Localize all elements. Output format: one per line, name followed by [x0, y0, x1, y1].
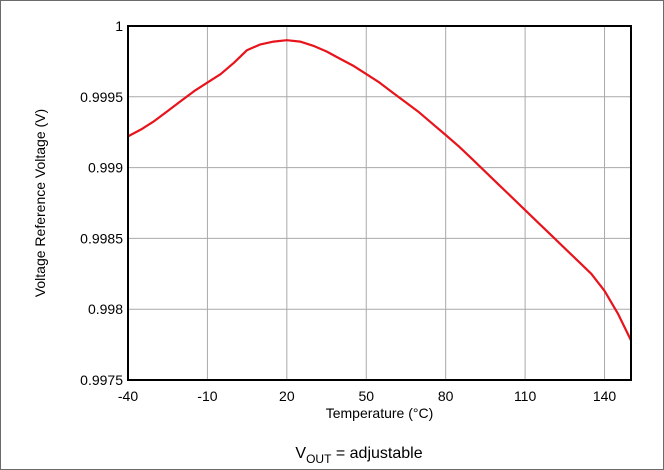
y-tick-label: 0.9985: [80, 230, 123, 246]
x-axis-title: Temperature (°C): [326, 405, 434, 421]
x-tick-label: 80: [438, 388, 454, 404]
series-layer: [127, 39, 632, 341]
x-tick-label: 50: [358, 388, 374, 404]
grid-layer: [127, 25, 631, 381]
plot-frame: [127, 25, 632, 381]
caption-rest: = adjustable: [331, 445, 422, 462]
series-line: [127, 39, 632, 341]
x-tick-label: 110: [514, 388, 537, 404]
chart-caption: VOUT = adjustable: [295, 445, 422, 466]
y-tick-label: 0.999: [88, 160, 123, 176]
y-tick-label: 0.998: [88, 301, 123, 317]
x-tick-label: -10: [197, 388, 217, 404]
y-tick-labels: 0.9975 0.998 0.9985 0.999 0.9995 1: [80, 18, 123, 388]
caption-subscript: OUT: [306, 452, 332, 466]
x-tick-label: 20: [279, 388, 295, 404]
x-tick-label: -40: [118, 388, 138, 404]
y-tick-label: 0.9975: [80, 372, 123, 388]
x-tick-label: 140: [593, 388, 617, 404]
y-tick-label: 0.9995: [80, 89, 123, 105]
y-tick-label: 1: [115, 18, 123, 34]
x-tick-labels: -40 -10 20 50 80 110 140: [118, 388, 617, 404]
caption-main: V: [295, 445, 306, 462]
y-axis-title: Voltage Reference Voltage (V): [32, 109, 48, 297]
